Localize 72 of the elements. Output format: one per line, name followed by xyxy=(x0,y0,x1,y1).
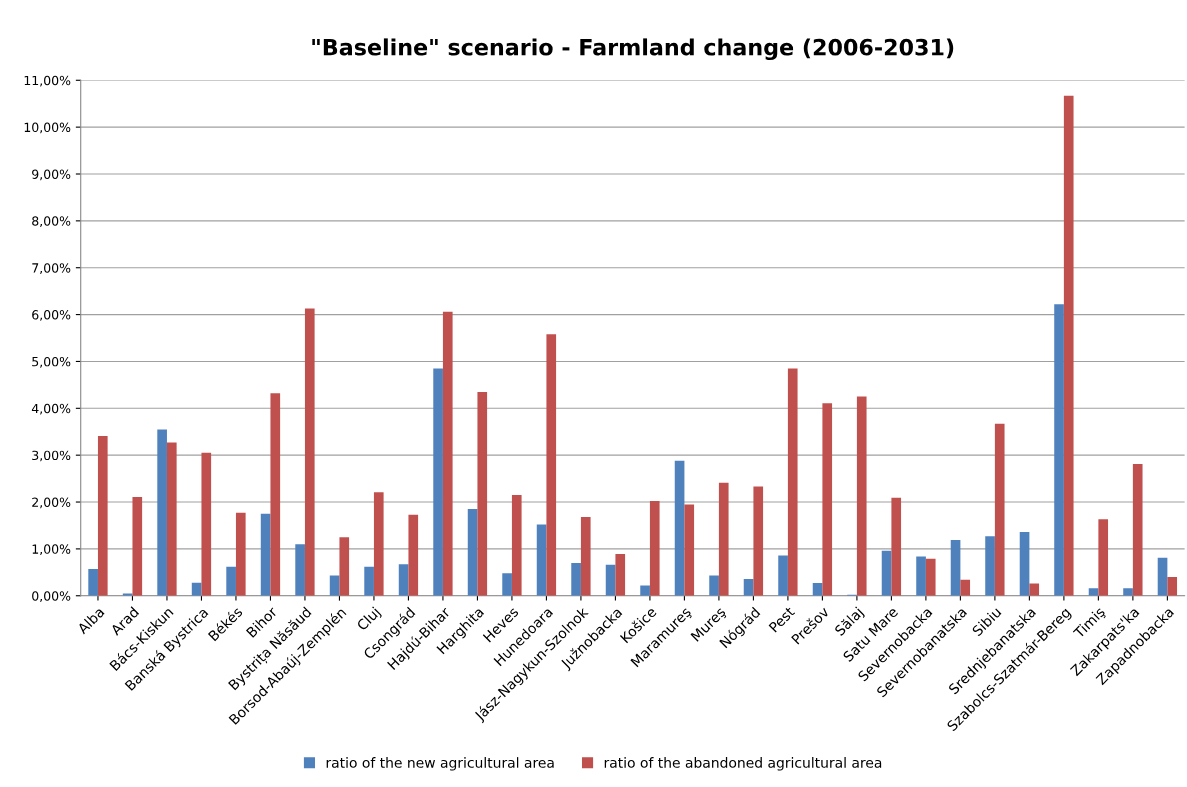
bar xyxy=(856,396,867,596)
bar xyxy=(985,536,995,596)
bar xyxy=(649,501,660,596)
bar xyxy=(580,517,591,596)
y-tick-label: 11,00% xyxy=(24,75,71,87)
legend-label: ratio of the abandoned agricultural area xyxy=(604,757,882,771)
bar xyxy=(1063,95,1074,596)
bar xyxy=(1157,557,1168,596)
y-tick-label: 9,00% xyxy=(32,169,71,181)
y-tick-label: 10,00% xyxy=(24,122,71,134)
bar xyxy=(502,573,512,596)
bar xyxy=(1029,583,1040,596)
y-tick-label: 7,00% xyxy=(32,263,71,274)
legend-label: ratio of the new agricultural area xyxy=(326,757,554,771)
bar xyxy=(822,403,833,596)
y-tick-label: 8,00% xyxy=(32,216,71,228)
bar xyxy=(994,423,1005,596)
bar xyxy=(304,308,315,596)
bar xyxy=(97,435,108,596)
bar xyxy=(950,539,961,596)
bar xyxy=(364,566,374,596)
bar xyxy=(640,585,650,596)
bar xyxy=(201,452,212,596)
y-tick-label: 6,00% xyxy=(32,310,71,321)
bar xyxy=(881,550,892,596)
bar xyxy=(235,512,246,596)
bar xyxy=(398,564,409,596)
bar xyxy=(339,537,350,596)
bar xyxy=(477,391,488,596)
bar xyxy=(718,482,729,596)
bar xyxy=(571,562,581,596)
bar xyxy=(1054,304,1064,596)
bar xyxy=(684,504,695,596)
chart-title: "Baseline" scenario - Farmland change (2006-2031) xyxy=(312,38,954,61)
bar xyxy=(753,486,764,596)
bar xyxy=(1132,464,1143,596)
bar xyxy=(373,492,384,596)
y-tick-label: 5,00% xyxy=(32,356,71,368)
bar xyxy=(709,575,719,596)
bar xyxy=(1123,588,1133,596)
bar xyxy=(925,558,936,596)
bar xyxy=(260,513,271,596)
bar xyxy=(916,556,926,596)
bar xyxy=(226,566,236,596)
bar xyxy=(433,368,443,596)
bar xyxy=(132,496,143,596)
bar xyxy=(1019,532,1030,596)
bar xyxy=(1167,577,1178,596)
bar xyxy=(960,579,971,596)
bar xyxy=(605,564,616,596)
bar xyxy=(270,393,281,596)
y-tick-label: 1,00% xyxy=(32,544,71,556)
bar xyxy=(546,334,557,596)
bar xyxy=(615,554,626,596)
bar xyxy=(511,495,522,596)
bar xyxy=(1098,519,1109,596)
bar xyxy=(166,442,177,596)
y-tick-label: 0,00% xyxy=(32,591,71,602)
bar xyxy=(536,524,547,596)
bar xyxy=(408,514,419,596)
y-tick-label: 4,00% xyxy=(31,403,71,415)
y-tick-label: 3,00% xyxy=(32,450,71,462)
bar xyxy=(442,311,453,596)
bar xyxy=(467,509,478,596)
bar xyxy=(891,497,902,596)
y-tick-label: 2,00% xyxy=(32,497,71,509)
bar xyxy=(674,460,685,596)
bar xyxy=(157,429,167,596)
bar xyxy=(787,368,798,596)
bar xyxy=(778,555,788,596)
bar xyxy=(295,544,305,596)
bar xyxy=(88,569,98,596)
